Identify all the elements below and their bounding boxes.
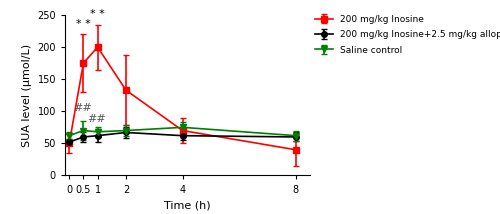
Text: * *: * * — [76, 19, 91, 29]
X-axis label: Time (h): Time (h) — [164, 200, 211, 210]
Text: * *: * * — [90, 9, 105, 19]
Y-axis label: SUA level (µmol/L): SUA level (µmol/L) — [22, 44, 32, 147]
Text: ##: ## — [88, 114, 106, 124]
Text: ##: ## — [73, 103, 92, 113]
Legend: 200 mg/kg Inosine, 200 mg/kg Inosine+2.5 mg/kg allopurinol, Saline control: 200 mg/kg Inosine, 200 mg/kg Inosine+2.5… — [315, 15, 500, 55]
